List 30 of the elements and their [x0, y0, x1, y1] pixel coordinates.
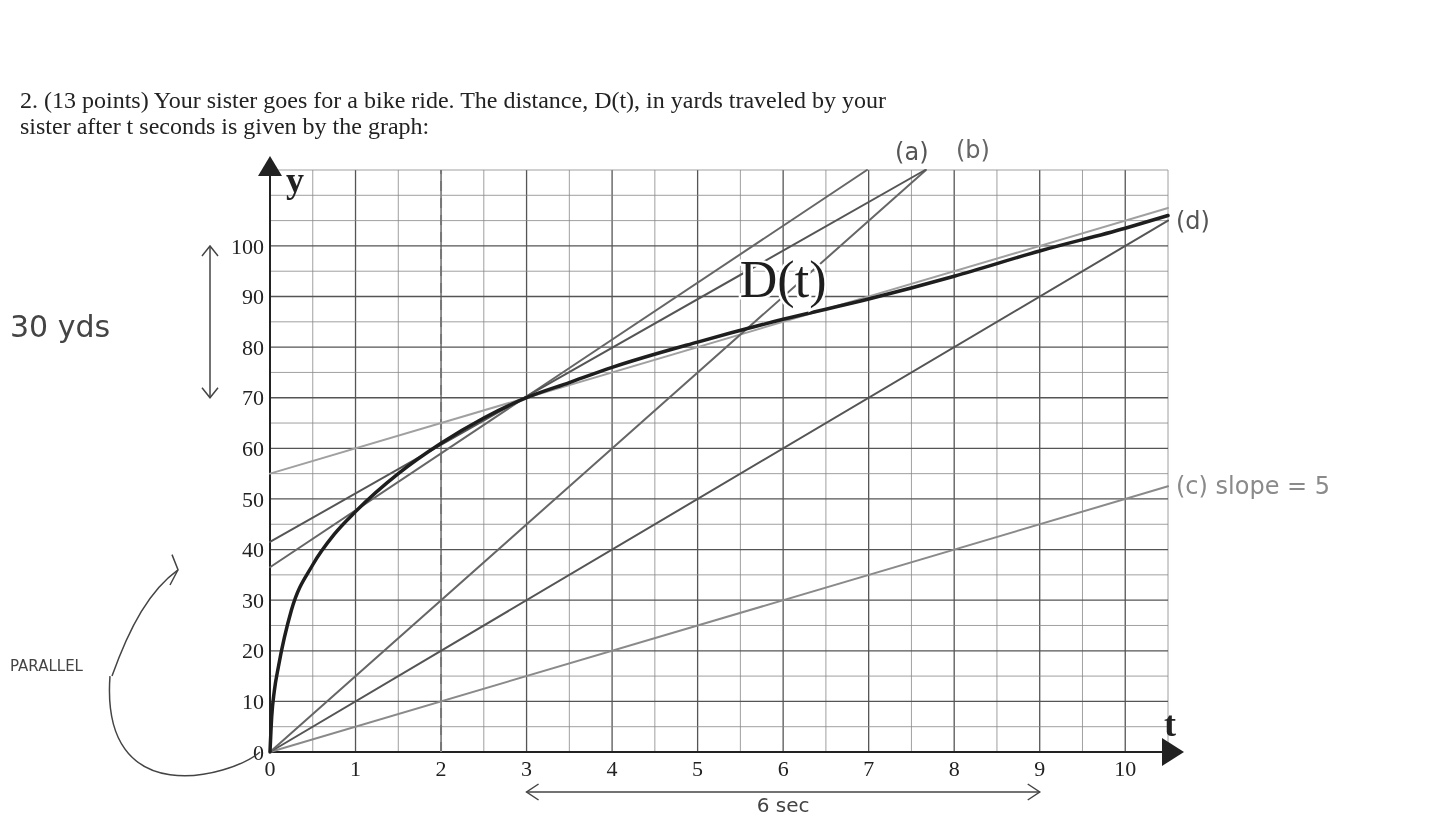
x-tick-label: 9: [1034, 756, 1046, 781]
y-tick-label: 90: [242, 284, 264, 310]
y-tick-label: 30: [242, 587, 264, 613]
x-tick-label: 8: [948, 756, 960, 781]
y-tick-label: 10: [242, 689, 264, 715]
x-tick-label: 2: [435, 756, 447, 781]
chart-title: 2. (13 points) Your sister goes for a bike ride. The distance, D(t), in yards traveled by your sister after t seconds is given by the graph:: [20, 87, 887, 139]
x-tick-label: 7: [863, 756, 875, 781]
y-tick-label: 50: [242, 486, 264, 512]
y-tick-label: 20: [242, 638, 264, 664]
series-label: (d): [1176, 206, 1210, 235]
series-label: (b): [955, 136, 990, 164]
y-tick-label: 100: [231, 233, 264, 259]
y-axis-title: y: [286, 160, 304, 200]
x-tick-label: 4: [606, 756, 618, 781]
text: 30 yds: [10, 309, 111, 345]
x-tick-label: 6: [777, 756, 789, 781]
series-label: (c) slope = 5: [1176, 472, 1331, 501]
text: PARALLEL: [10, 657, 84, 676]
y-tick-label: 40: [242, 537, 264, 563]
y-tick-label: 80: [242, 334, 264, 360]
text: 6 sec: [756, 793, 810, 817]
x-tick-label: 3: [521, 756, 533, 781]
x-tick-label: 10: [1114, 756, 1137, 781]
series-label: (a): [895, 138, 929, 166]
x-tick-label: 1: [350, 756, 362, 781]
x-axis-title: t: [1164, 704, 1176, 744]
y-tick-label: 60: [242, 436, 264, 462]
y-tick-label: 70: [242, 385, 264, 411]
x-tick-label: 5: [692, 756, 704, 781]
